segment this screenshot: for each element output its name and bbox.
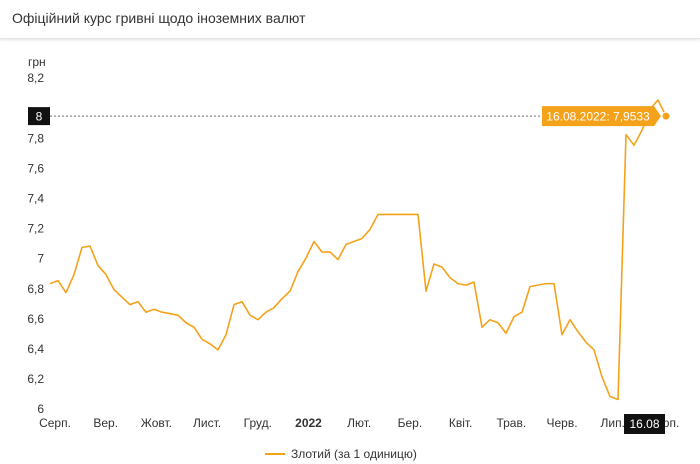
- y-tick-label: 7,4: [27, 192, 44, 206]
- y-tick-label: 6,8: [27, 282, 44, 296]
- crosshair-y-box: [28, 107, 50, 126]
- y-tick-label: 6,4: [27, 342, 44, 356]
- x-tick-label: Трав.: [496, 416, 526, 430]
- y-tick-label: 6,6: [27, 312, 44, 326]
- tooltip-box: [542, 106, 661, 127]
- header: Офіційний курс гривні щодо іноземних вал…: [0, 0, 700, 39]
- x-tick-label: Бер.: [398, 416, 423, 430]
- x-tick-label: Квіт.: [449, 416, 473, 430]
- x-tick-label: Лип.: [600, 416, 624, 430]
- x-tick-label: Черв.: [546, 416, 577, 430]
- y-tick-label: 7,8: [27, 131, 44, 145]
- x-tick-label: Лист.: [193, 416, 221, 430]
- header-title: Офіційний курс гривні щодо іноземних вал…: [12, 10, 306, 26]
- y-tick-label: 7,2: [27, 222, 44, 236]
- x-tick-label: Груд.: [244, 416, 272, 430]
- line: [49, 99, 667, 401]
- legend-label: Злотий (за 1 одиницю): [291, 447, 417, 461]
- y-tick-label: 7: [37, 252, 44, 266]
- x-tick-label: Лют.: [347, 416, 371, 430]
- tooltip: 16.08.2022: 7,9533: [546, 109, 650, 123]
- crosshair-x-box: [624, 414, 665, 434]
- y-tick-label: 7,6: [27, 161, 44, 175]
- x-tick-label: Вер.: [93, 416, 118, 430]
- crosshair-y-label: 8: [36, 109, 43, 123]
- y-axis-label: грн: [28, 55, 46, 69]
- x-tick-label: Жовт.: [141, 416, 172, 430]
- y-tick-label: 6,2: [27, 372, 44, 386]
- y-tick-label: 6: [37, 402, 44, 416]
- point-marker: [661, 111, 671, 121]
- x-tick-label: Серп.: [39, 416, 71, 430]
- x-tick-label: 2022: [295, 416, 322, 430]
- y-tick-label: 8,2: [27, 71, 44, 85]
- crosshair-x-label: 16.08: [629, 417, 659, 431]
